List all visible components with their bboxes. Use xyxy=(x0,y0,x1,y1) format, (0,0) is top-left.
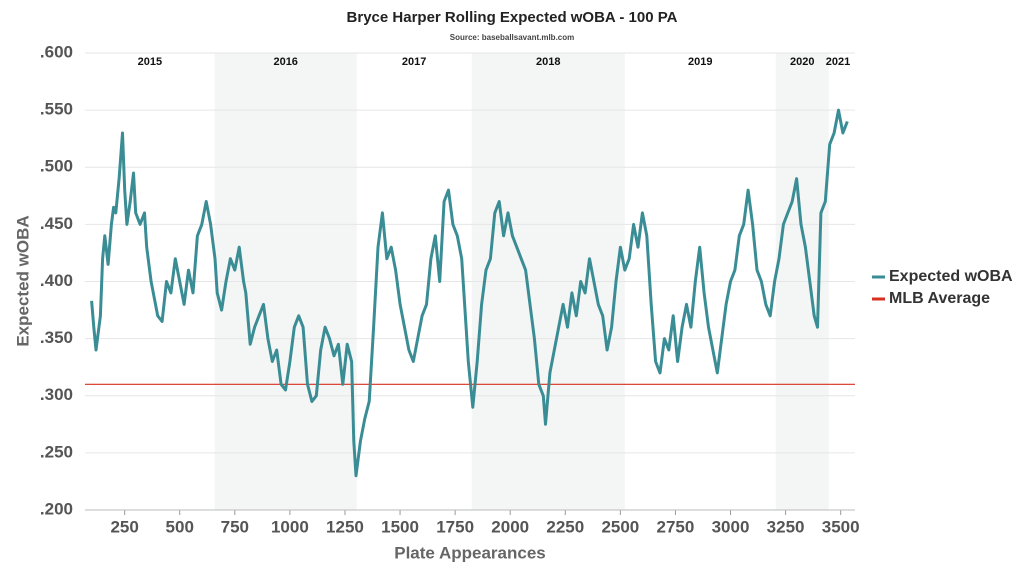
x-tick-label: 250 xyxy=(110,517,138,536)
y-tick-label: .250 xyxy=(40,442,73,461)
season-label: 2021 xyxy=(826,56,850,68)
x-tick-label: 500 xyxy=(166,517,194,536)
x-tick-label: 2500 xyxy=(601,517,639,536)
x-tick-label: 750 xyxy=(221,517,249,536)
chart-subtitle: Source: baseballsavant.mlb.com xyxy=(450,33,575,42)
legend-label: MLB Average xyxy=(889,290,990,307)
y-tick-label: .400 xyxy=(40,271,73,290)
x-tick-label: 1000 xyxy=(271,517,309,536)
x-tick-label: 1500 xyxy=(381,517,419,536)
data-line xyxy=(90,108,849,478)
y-tick-label: .450 xyxy=(40,214,73,233)
x-tick-label: 1750 xyxy=(436,517,474,536)
x-axis-label: Plate Appearances xyxy=(394,543,546,562)
season-label: 2017 xyxy=(402,56,426,68)
chart-title: Bryce Harper Rolling Expected wOBA - 100… xyxy=(347,9,678,26)
legend-label: Expected wOBA xyxy=(889,268,1013,285)
season-label: 2020 xyxy=(790,56,814,68)
season-label: 2018 xyxy=(536,56,560,68)
x-tick-label: 3250 xyxy=(767,517,805,536)
y-tick-label: .350 xyxy=(40,328,73,347)
y-tick-label: .500 xyxy=(40,157,73,176)
y-tick-label: .550 xyxy=(40,100,73,119)
x-tick-label: 2250 xyxy=(546,517,584,536)
x-tick-label: 3000 xyxy=(712,517,750,536)
x-tick-label: 1250 xyxy=(326,517,364,536)
season-label: 2016 xyxy=(273,56,297,68)
x-tick-label: 2000 xyxy=(491,517,529,536)
x-tick-label: 3500 xyxy=(822,517,860,536)
y-axis-label: Expected wOBA xyxy=(13,215,32,346)
y-tick-label: .300 xyxy=(40,385,73,404)
season-label: 2015 xyxy=(138,56,162,68)
y-tick-label: .600 xyxy=(40,42,73,61)
season-label: 2019 xyxy=(688,56,712,68)
y-tick-label: .200 xyxy=(40,499,73,518)
x-tick-label: 2750 xyxy=(657,517,695,536)
